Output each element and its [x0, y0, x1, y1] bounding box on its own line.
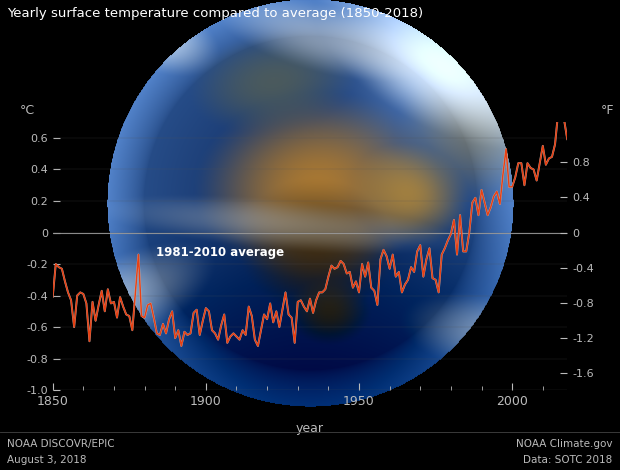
Text: °C: °C — [19, 104, 34, 117]
Text: °F: °F — [601, 104, 614, 117]
Text: August 3, 2018: August 3, 2018 — [7, 455, 87, 465]
Text: NOAA Climate.gov: NOAA Climate.gov — [516, 439, 613, 449]
Text: Yearly surface temperature compared to average (1850-2018): Yearly surface temperature compared to a… — [7, 7, 423, 20]
Text: 1981-2010 average: 1981-2010 average — [156, 246, 284, 258]
Text: NOAA DISCOVR/EPIC: NOAA DISCOVR/EPIC — [7, 439, 115, 449]
Text: year: year — [296, 422, 324, 435]
Text: Data: SOTC 2018: Data: SOTC 2018 — [523, 455, 613, 465]
